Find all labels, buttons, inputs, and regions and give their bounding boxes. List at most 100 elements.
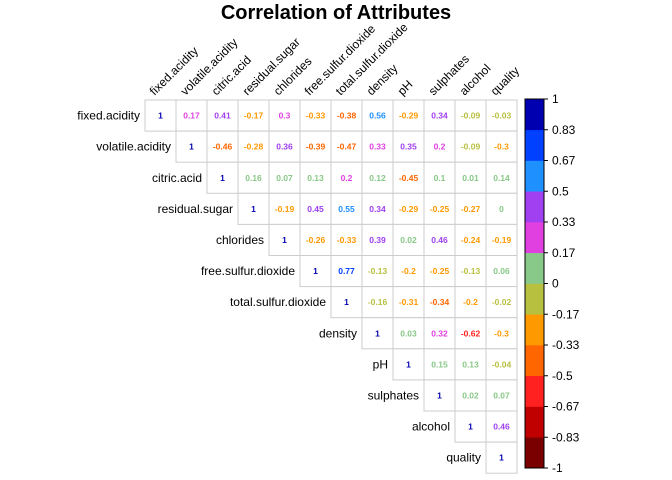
colorbar-tick-label: 0.83 bbox=[552, 123, 576, 137]
colorbar-tick-label: 0.67 bbox=[552, 154, 576, 168]
cell-value: 1 bbox=[344, 297, 349, 307]
cell-value: -0.03 bbox=[492, 111, 512, 121]
cell-value: -0.19 bbox=[492, 235, 512, 245]
cell-value: -0.04 bbox=[492, 359, 512, 369]
cell-value: 0.12 bbox=[369, 173, 386, 183]
colorbar-segment bbox=[525, 160, 544, 192]
cell-value: -0.09 bbox=[461, 111, 481, 121]
cell-value: 0.16 bbox=[245, 173, 262, 183]
cell-value: 1 bbox=[189, 142, 194, 152]
heatmap-cell bbox=[454, 255, 487, 288]
heatmap-cell bbox=[423, 317, 456, 350]
heatmap-cell bbox=[175, 99, 208, 132]
heatmap-cell bbox=[361, 317, 394, 350]
cell-value: -0.27 bbox=[461, 204, 481, 214]
row-label: residual.sugar bbox=[158, 202, 233, 216]
cell-value: -0.29 bbox=[399, 204, 419, 214]
cell-value: 0.33 bbox=[369, 142, 386, 152]
heatmap-cell bbox=[485, 317, 518, 350]
cell-value: -0.34 bbox=[430, 297, 450, 307]
cell-value: -0.47 bbox=[337, 142, 357, 152]
cell-value: 0.14 bbox=[493, 173, 510, 183]
cell-value: 0.1 bbox=[434, 173, 446, 183]
cell-value: 0.46 bbox=[493, 422, 510, 432]
cell-value: 0.13 bbox=[462, 359, 479, 369]
cell-value: 0.2 bbox=[434, 142, 446, 152]
colorbar-segment bbox=[525, 191, 544, 223]
heatmap-cell bbox=[299, 255, 332, 288]
colorbar-tick-label: 0.5 bbox=[552, 184, 569, 198]
row-label: pH bbox=[373, 357, 388, 371]
cell-value: 0.03 bbox=[400, 328, 417, 338]
cell-value: -0.39 bbox=[306, 142, 326, 152]
heatmap-cell bbox=[454, 379, 487, 412]
cell-value: -0.62 bbox=[461, 328, 481, 338]
heatmap-cell bbox=[392, 130, 425, 163]
chart-title: Correlation of Attributes bbox=[221, 2, 451, 24]
cell-value: 1 bbox=[220, 173, 225, 183]
cell-value: -0.33 bbox=[337, 235, 357, 245]
colorbar-tick-label: -0.83 bbox=[552, 430, 580, 444]
heatmap-cell bbox=[454, 410, 487, 443]
heatmap-cell bbox=[485, 410, 518, 443]
heatmap-cell bbox=[175, 130, 208, 163]
heatmap-cell bbox=[423, 223, 456, 256]
heatmap-cell bbox=[423, 161, 456, 194]
cell-value: 0.2 bbox=[341, 173, 353, 183]
cell-value: 1 bbox=[251, 204, 256, 214]
cell-value: -0.17 bbox=[244, 111, 264, 121]
cell-value: -0.31 bbox=[399, 297, 419, 307]
cell-value: -0.16 bbox=[368, 297, 388, 307]
heatmap-cell bbox=[392, 255, 425, 288]
heatmap-cell bbox=[361, 255, 394, 288]
cell-value: 1 bbox=[437, 390, 442, 400]
colorbar-tick-label: -0.33 bbox=[552, 338, 580, 352]
cell-value: -0.29 bbox=[399, 111, 419, 121]
heatmap-cell bbox=[485, 130, 518, 163]
heatmap-cell bbox=[361, 161, 394, 194]
heatmap-cell bbox=[423, 286, 456, 319]
colorbar-segment bbox=[525, 314, 544, 346]
heatmap-cell bbox=[206, 130, 239, 163]
colorbar-segment bbox=[525, 252, 544, 284]
heatmap-cell bbox=[361, 130, 394, 163]
heatmap-cell bbox=[485, 192, 518, 225]
row-label: free.sulfur.dioxide bbox=[201, 264, 295, 278]
cell-value: 0.32 bbox=[431, 328, 448, 338]
colorbar-tick-label: 1 bbox=[552, 92, 559, 106]
heatmap-cell bbox=[299, 192, 332, 225]
cell-value: 0.77 bbox=[338, 266, 355, 276]
heatmap-cell bbox=[485, 441, 518, 474]
cell-value: -0.24 bbox=[461, 235, 481, 245]
heatmap-cell bbox=[299, 130, 332, 163]
cell-value: -0.33 bbox=[306, 111, 326, 121]
colorbar-tick-label: -0.67 bbox=[552, 400, 580, 414]
cell-value: 1 bbox=[468, 422, 473, 432]
cell-value: 0.06 bbox=[493, 266, 510, 276]
row-label: chlorides bbox=[216, 233, 264, 247]
colorbar-tick-label: 0.17 bbox=[552, 246, 576, 260]
cell-value: 0.46 bbox=[431, 235, 448, 245]
cell-value: 0.15 bbox=[431, 359, 448, 369]
heatmap-cell bbox=[423, 130, 456, 163]
row-label: fixed.acidity bbox=[77, 109, 140, 123]
cell-value: 1 bbox=[499, 453, 504, 463]
cell-value: 0.39 bbox=[369, 235, 386, 245]
heatmap-cell bbox=[144, 99, 177, 132]
heatmap-cell bbox=[423, 379, 456, 412]
cell-value: -0.26 bbox=[306, 235, 326, 245]
row-label: total.sulfur.dioxide bbox=[230, 295, 326, 309]
cell-value: -0.28 bbox=[244, 142, 264, 152]
heatmap-cells: 1 0.17 0.41 -0.17 0.3 -0.33 -0.38 0.56 -0.29 0.34… bbox=[144, 99, 518, 474]
colorbar-tick-label: 0.33 bbox=[552, 215, 576, 229]
cell-value: 0.07 bbox=[493, 390, 510, 400]
cell-value: 0.45 bbox=[307, 204, 324, 214]
colorbar-segment bbox=[525, 406, 544, 438]
row-label: density bbox=[319, 326, 357, 340]
cell-value: 0.56 bbox=[369, 111, 386, 121]
heatmap-cell bbox=[299, 161, 332, 194]
heatmap-cell bbox=[268, 130, 301, 163]
heatmap-cell bbox=[330, 223, 363, 256]
row-label: sulphates bbox=[368, 388, 419, 402]
